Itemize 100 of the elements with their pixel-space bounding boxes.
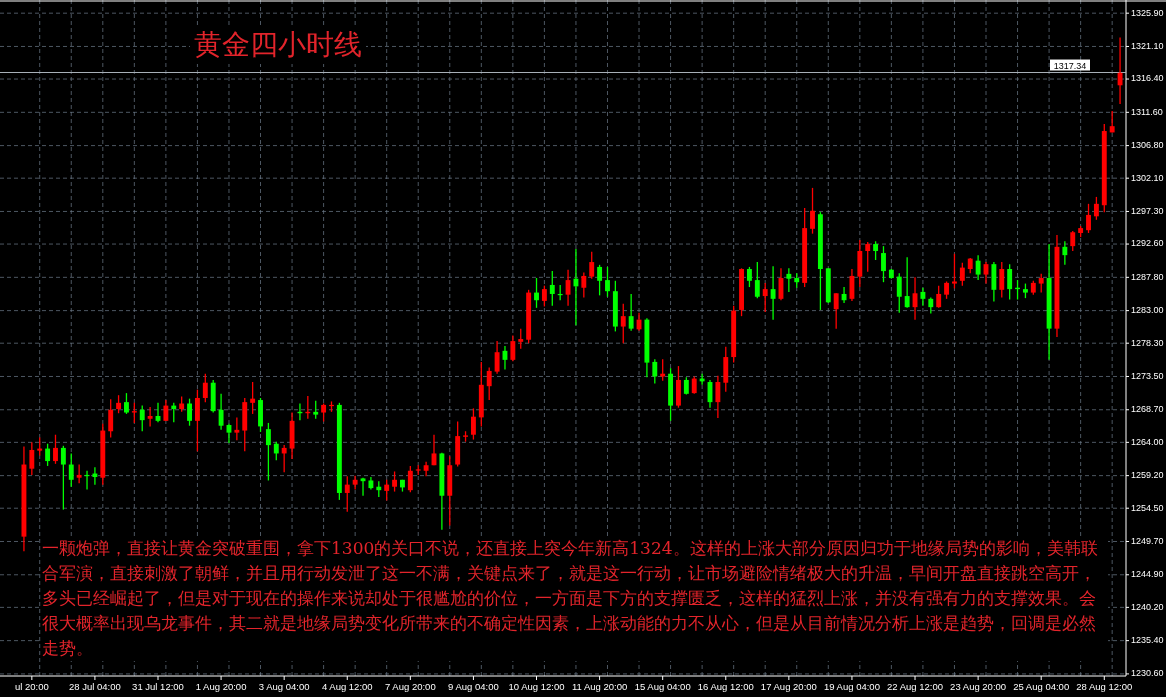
candlestick <box>754 261 760 299</box>
x-tick-label: 25 Aug 04:00 <box>1013 681 1070 692</box>
x-tick-label: 17 Aug 20:00 <box>760 681 817 692</box>
candlestick <box>194 389 200 453</box>
candlestick <box>873 240 879 261</box>
candlestick <box>60 445 66 511</box>
y-tick-label: 1264.00 <box>1131 436 1164 447</box>
candlestick <box>1038 273 1044 294</box>
candlestick <box>865 241 871 273</box>
candlestick <box>163 399 169 422</box>
y-tick-label: 1311.60 <box>1131 106 1163 117</box>
candlestick <box>321 402 327 423</box>
y-tick-label: 1240.20 <box>1131 601 1164 612</box>
candlestick <box>510 334 516 362</box>
candlestick <box>896 272 902 314</box>
y-tick-label: 1306.80 <box>1131 139 1164 150</box>
candlestick <box>952 253 957 290</box>
candlestick <box>234 416 240 441</box>
candlestick <box>218 393 224 431</box>
candlestick <box>1062 240 1068 266</box>
candlestick <box>124 392 129 415</box>
x-tick-label: 22 Aug 12:00 <box>887 681 944 692</box>
y-tick-label: 1230.60 <box>1131 668 1164 679</box>
candlestick <box>573 248 579 326</box>
candlestick <box>273 441 279 462</box>
candlestick <box>652 358 658 385</box>
candlestick <box>565 269 571 307</box>
candlestick <box>344 475 350 513</box>
x-tick-label: 15 Aug 04:00 <box>634 681 691 692</box>
candlestick <box>959 262 965 287</box>
y-tick-label: 1235.40 <box>1131 635 1164 646</box>
candlestick <box>849 268 855 302</box>
candlestick <box>920 287 926 307</box>
candlestick <box>620 303 626 344</box>
x-tick-label: 23 Aug 20:00 <box>950 681 1007 692</box>
candlestick <box>37 436 43 457</box>
candlestick <box>770 265 776 321</box>
x-tick-label: 10 Aug 12:00 <box>508 681 565 692</box>
y-tick-label: 1297.30 <box>1131 205 1164 216</box>
y-tick-label: 1273.50 <box>1131 370 1164 381</box>
candlestick <box>904 256 910 309</box>
x-tick-label: 4 Aug 12:00 <box>321 681 373 692</box>
candlestick <box>108 398 114 439</box>
y-tick-label: 1321.10 <box>1131 40 1164 51</box>
y-tick-label: 1325.90 <box>1131 7 1164 18</box>
x-tick-label: 31 Jul 12:00 <box>132 681 184 692</box>
candlestick <box>762 282 768 313</box>
x-tick-label: 1 Aug 20:00 <box>195 681 247 692</box>
y-tick-label: 1283.00 <box>1131 304 1164 315</box>
y-tick-label: 1254.50 <box>1131 502 1164 513</box>
candlestick <box>68 452 74 488</box>
candlestick <box>1086 203 1091 234</box>
x-tick-label: 28 Jul 04:00 <box>69 681 121 692</box>
candlestick <box>841 286 847 304</box>
y-tick-label: 1302.10 <box>1131 172 1164 183</box>
candlestick <box>486 366 492 401</box>
candlestick <box>76 463 82 484</box>
x-tick-label: 28 Aug 12:00 <box>1076 681 1133 692</box>
candlestick <box>53 434 58 465</box>
candlestick <box>147 406 153 428</box>
candlestick <box>29 441 35 476</box>
y-tick-label: 1249.70 <box>1131 535 1164 546</box>
y-tick-label: 1244.90 <box>1131 569 1164 580</box>
y-tick-label: 1316.40 <box>1131 73 1164 84</box>
y-tick-label: 1278.30 <box>1131 337 1164 348</box>
candlestick <box>833 292 839 330</box>
candlestick <box>605 266 610 298</box>
candlestick <box>1093 196 1099 221</box>
candlestick <box>116 394 122 414</box>
candlestick <box>407 465 413 493</box>
y-tick-label: 1268.70 <box>1131 404 1164 415</box>
candlestick <box>1070 230 1076 252</box>
candlestick <box>45 443 51 467</box>
text: 黄金四小时线 <box>190 26 366 64</box>
candlestick <box>392 470 398 493</box>
candlestick <box>265 422 271 482</box>
candlestick <box>589 251 595 280</box>
candlestick <box>628 293 634 332</box>
candlestick <box>470 407 476 441</box>
x-tick-label: 9 Aug 04:00 <box>448 681 499 692</box>
x-tick-label: 16 Aug 12:00 <box>697 681 754 692</box>
candlestick <box>494 340 500 375</box>
x-tick-label: 3 Aug 04:00 <box>258 681 310 692</box>
candlestick <box>549 270 555 307</box>
candlestick <box>715 375 721 419</box>
candlestick <box>746 266 752 288</box>
x-tick-label: 7 Aug 20:00 <box>384 681 436 692</box>
candlestick <box>384 479 390 502</box>
candlestick <box>581 271 587 299</box>
x-tick-label: 19 Aug 04:00 <box>823 681 880 692</box>
candlestick <box>975 254 981 281</box>
candlestick <box>597 264 603 297</box>
candlestick <box>187 398 192 427</box>
annotation: 一颗炮弹，直接让黄金突破重围，拿下1300的关口不说，还直接上突今年新高1324。这样的上涨大部分原因归功于地缘局势的影响，美韩联合军演，直接刺激了朝鲜，并且用行动发泄了这一不满，关键点来了，就是这一行动，让市场避险情绪极大的升温，早间开盘直接跳空高开，多头已经崛起了，但是对于现在的操作来说却处于很尴尬的价位，一方面是下方的支撑匮乏，这样的猛烈上涨，并没有强有力的支撑效果。会很大概率出现乌龙事件，其二就是地缘局势变化所带来的不确定性因素，上涨动能的力不从心，但是从目前情况分析上涨是趋势，回调是必然走势。 <box>42 536 1108 661</box>
x-tick-label: ul 20:00 <box>14 681 49 692</box>
y-tick-label: 1292.60 <box>1131 238 1164 249</box>
candlestick <box>810 187 815 235</box>
candlestick <box>999 261 1005 299</box>
candlestick <box>534 277 539 309</box>
candlestick <box>250 381 256 415</box>
